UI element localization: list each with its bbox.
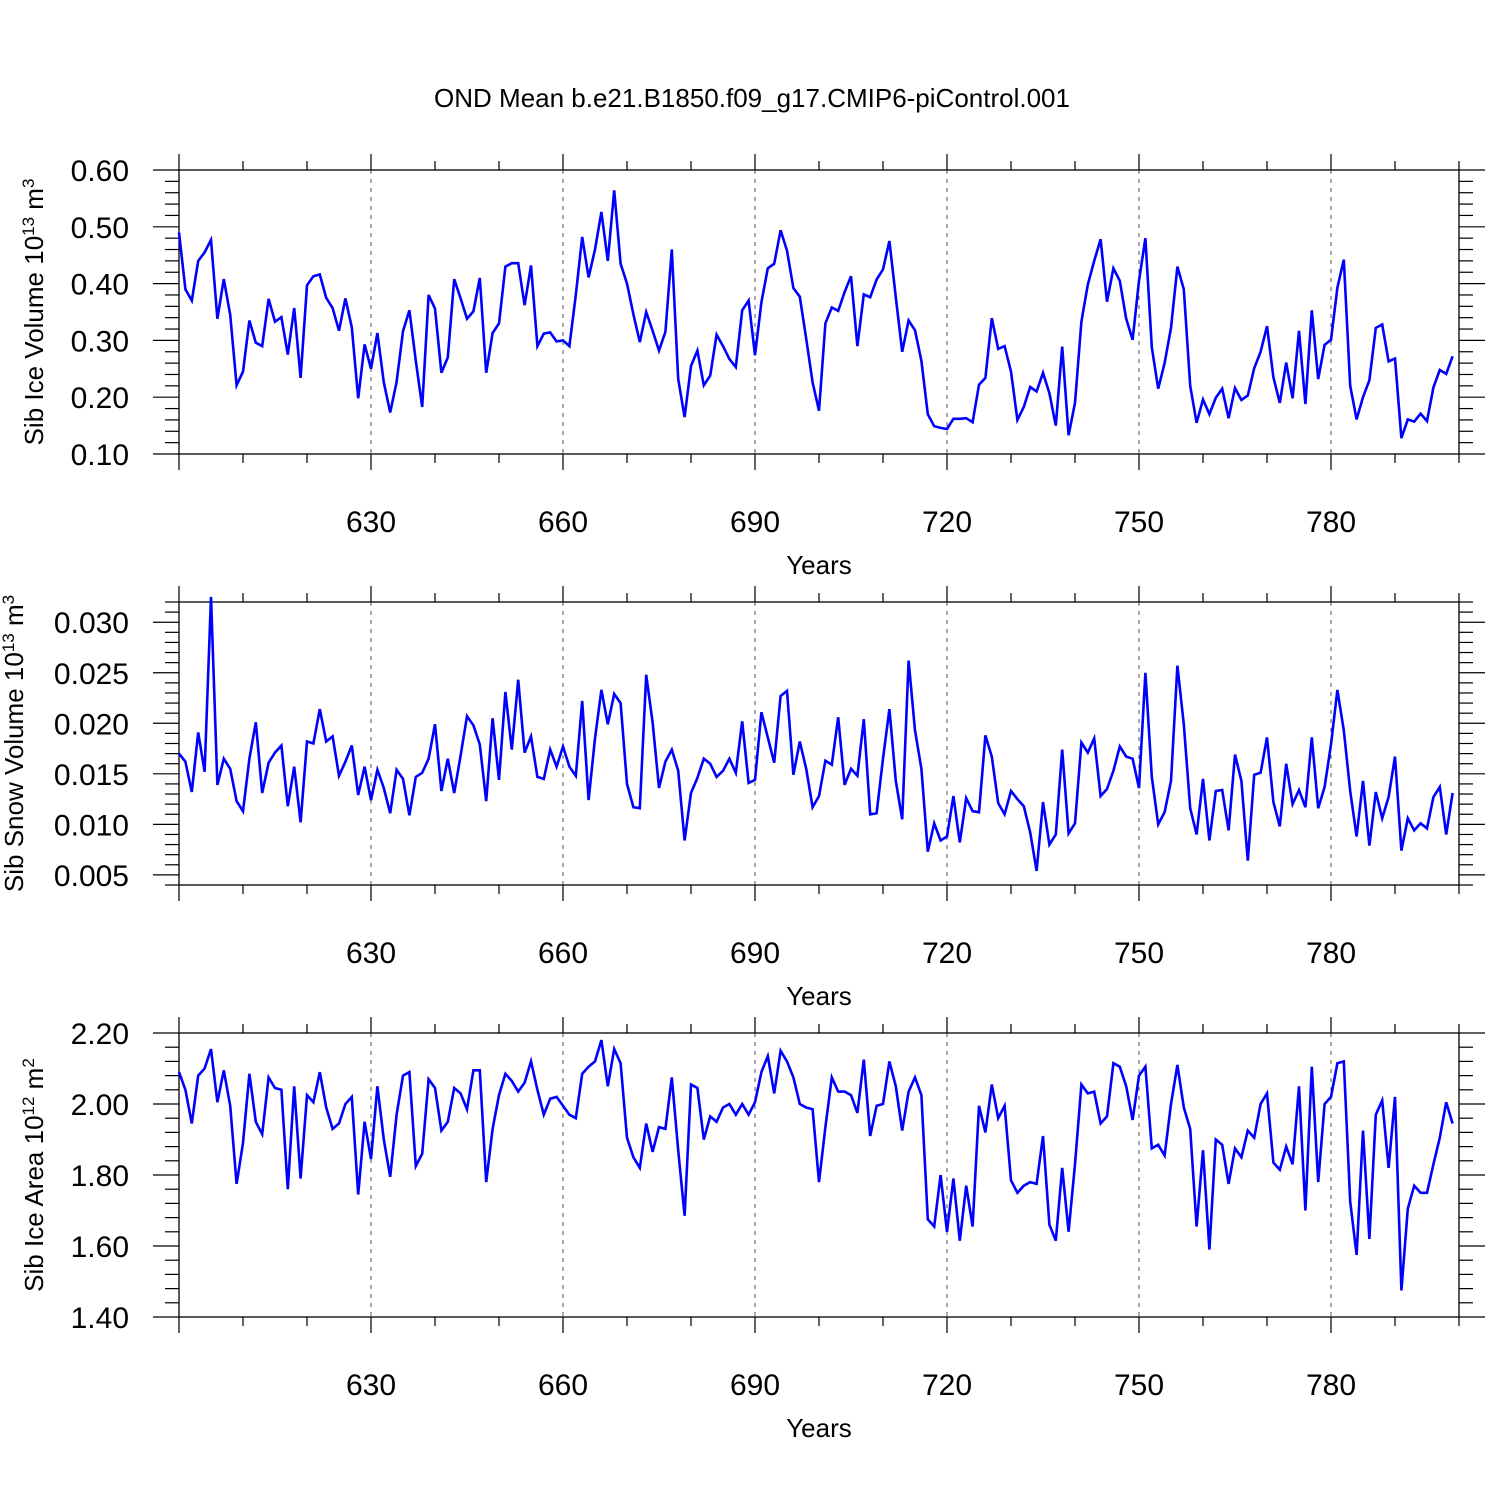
- x-tick-label: 750: [1114, 937, 1164, 970]
- y-tick-label: 0.010: [54, 809, 129, 842]
- panel-3: 1.40 1.60 1.80 2.00 2.20 630 660 690 720 750 780 Ye…: [19, 1017, 1485, 1443]
- series-line: [177, 596, 1454, 872]
- y-tick-label: 0.40: [71, 269, 129, 302]
- y-axis-title-superscript: 13: [0, 633, 18, 652]
- y-axis-title-superscript: 3: [19, 179, 38, 188]
- series-line: [177, 190, 1454, 439]
- x-tick-label: 720: [922, 1369, 972, 1402]
- y-axis-title-part: Sib Ice Volume 10: [19, 236, 49, 446]
- y-tick-label: 2.20: [71, 1018, 129, 1051]
- panel-2: 0.005 0.010 0.015 0.020 0.025 0.030 630 660 690 7…: [0, 586, 1485, 1011]
- y-axis-title: Sib Snow Volume 1013 m3: [0, 595, 29, 892]
- x-tick-label: 750: [1114, 1369, 1164, 1402]
- y-axis-title-superscript: 13: [19, 217, 38, 236]
- panel-1: 0.10 0.20 0.30 0.40 0.50 0.60 630 660 690 720 750 7…: [19, 154, 1485, 580]
- y-axis-title-superscript: 2: [19, 1058, 38, 1067]
- y-tick-label: 1.40: [71, 1302, 129, 1335]
- y-tick-label: 1.60: [71, 1231, 129, 1264]
- x-tick-label: 780: [1306, 506, 1356, 539]
- y-axis-title-superscript: 12: [19, 1097, 38, 1116]
- x-tick-label: 690: [730, 937, 780, 970]
- x-tick-label: 750: [1114, 506, 1164, 539]
- y-tick-label: 0.60: [71, 155, 129, 188]
- y-axis-title-superscript: 3: [0, 595, 18, 604]
- x-axis-title: Years: [786, 981, 852, 1011]
- y-tick-label: 0.020: [54, 708, 129, 741]
- x-tick-label: 690: [730, 506, 780, 539]
- y-axis-title: Sib Ice Area 1012 m2: [19, 1058, 49, 1292]
- x-tick-label: 660: [538, 1369, 588, 1402]
- y-axis-title-part: m: [19, 1068, 49, 1097]
- y-tick-label: 0.030: [54, 607, 129, 640]
- y-tick-label: 0.015: [54, 759, 129, 792]
- y-tick-label: 0.50: [71, 212, 129, 245]
- y-tick-label: 0.30: [71, 325, 129, 358]
- y-tick-label: 0.10: [71, 439, 129, 472]
- chart-title: OND Mean b.e21.B1850.f09_g17.CMIP6-piCon…: [434, 83, 1070, 113]
- x-tick-label: 720: [922, 937, 972, 970]
- x-tick-label: 780: [1306, 937, 1356, 970]
- y-tick-label: 0.025: [54, 658, 129, 691]
- y-tick-label: 2.00: [71, 1089, 129, 1122]
- y-axis-title-part: Sib Ice Area 10: [19, 1115, 49, 1291]
- x-tick-label: 780: [1306, 1369, 1356, 1402]
- y-axis-title-part: m: [0, 604, 29, 633]
- x-tick-label: 660: [538, 506, 588, 539]
- x-axis-title: Years: [786, 550, 852, 580]
- x-tick-label: 690: [730, 1369, 780, 1402]
- x-tick-label: 630: [346, 1369, 396, 1402]
- y-axis-title-part: Sib Snow Volume 10: [0, 652, 29, 892]
- y-tick-label: 0.20: [71, 382, 129, 415]
- x-tick-label: 630: [346, 937, 396, 970]
- y-tick-label: 0.005: [54, 860, 129, 893]
- y-axis-title-part: m: [19, 188, 49, 217]
- x-tick-label: 720: [922, 506, 972, 539]
- x-tick-label: 630: [346, 506, 396, 539]
- y-tick-label: 1.80: [71, 1160, 129, 1193]
- y-axis-title: Sib Ice Volume 1013 m3: [19, 179, 49, 446]
- x-axis-title: Years: [786, 1413, 852, 1443]
- series-line: [177, 1039, 1454, 1291]
- x-tick-label: 660: [538, 937, 588, 970]
